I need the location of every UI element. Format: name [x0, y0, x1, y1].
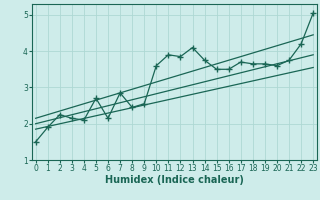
- X-axis label: Humidex (Indice chaleur): Humidex (Indice chaleur): [105, 175, 244, 185]
